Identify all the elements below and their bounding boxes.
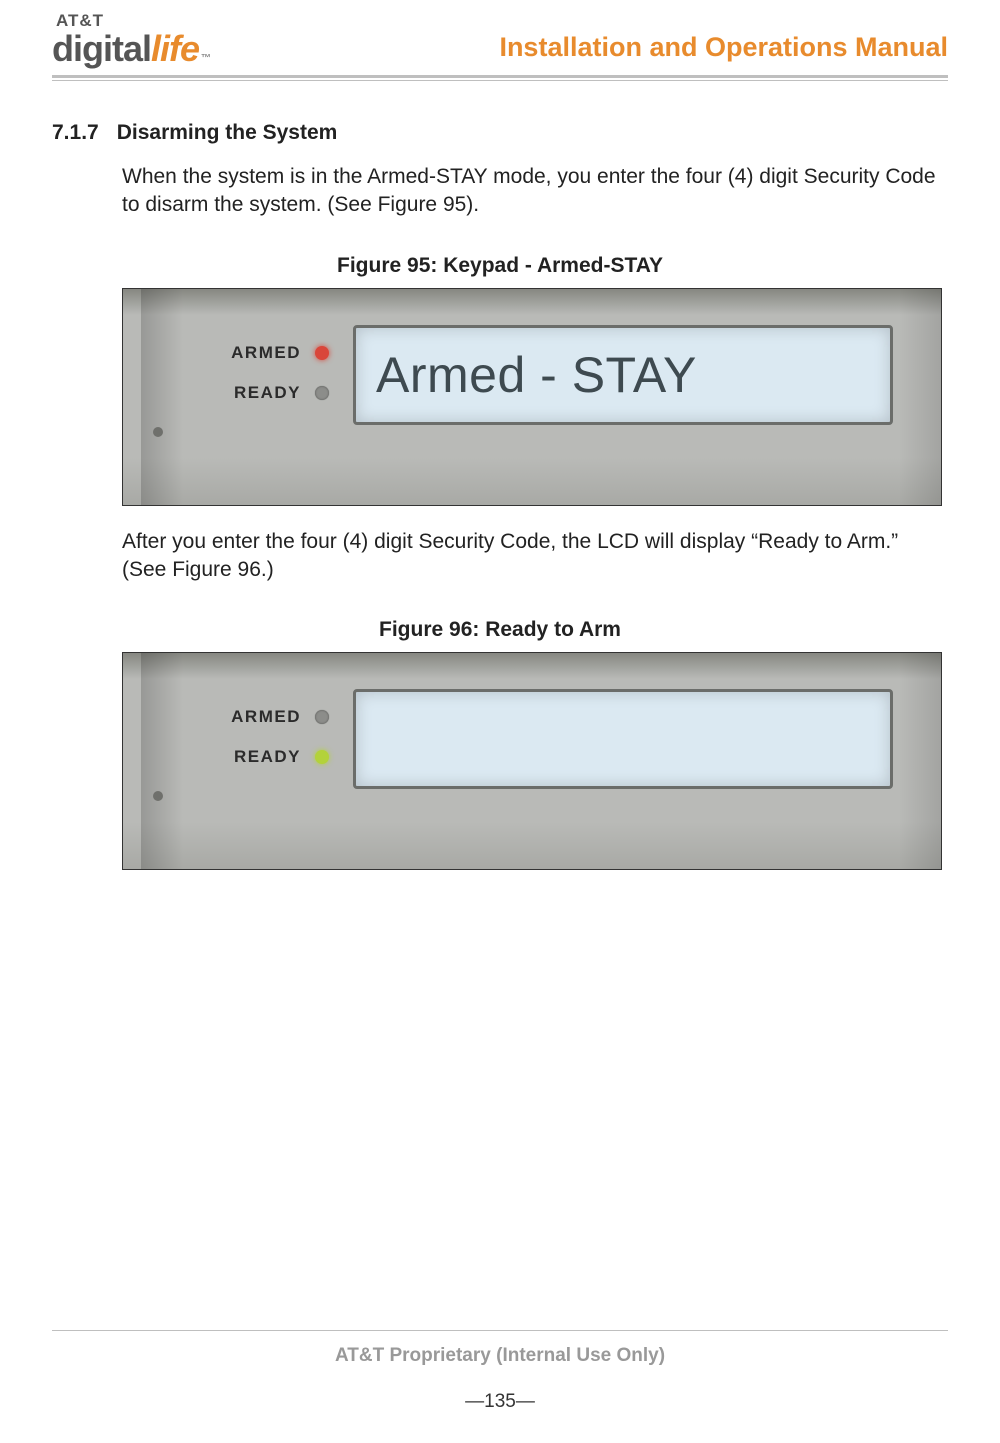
lcd-display [353, 689, 893, 789]
ready-indicator-row: READY [223, 747, 329, 767]
ready-led-icon [315, 750, 329, 764]
footer-divider [52, 1330, 948, 1331]
armed-indicator-row: ARMED [223, 343, 329, 363]
armed-indicator-row: ARMED [223, 707, 329, 727]
logo-bottom-line: digitallife™ [52, 31, 211, 67]
ready-indicator-row: READY [223, 383, 329, 403]
figure-96: ARMED READY [122, 652, 942, 870]
side-indicator-led [153, 427, 163, 437]
status-indicator-column: ARMED READY [223, 343, 329, 403]
section-title: Disarming the System [117, 121, 338, 145]
header-divider-thin [52, 80, 948, 81]
ready-label: READY [223, 383, 301, 403]
figure-95-title: Figure 95: Keypad - Armed-STAY [52, 254, 948, 278]
armed-label: ARMED [223, 343, 301, 363]
armed-label: ARMED [223, 707, 301, 727]
logo-word-life: life [151, 31, 199, 67]
proprietary-notice: AT&T Proprietary (Internal Use Only) [52, 1345, 948, 1367]
lcd-display: Armed - STAY [353, 325, 893, 425]
keypad-shading-left [141, 289, 201, 505]
section-heading: 7.1.7 Disarming the System [52, 121, 948, 145]
figure-96-title: Figure 96: Ready to Arm [52, 618, 948, 642]
page-header: AT&T digitallife™ Installation and Opera… [52, 12, 948, 73]
keypad-shading-left [141, 653, 201, 869]
paragraph-2: After you enter the four (4) digit Secur… [122, 528, 948, 585]
logo-word-digital: digital [52, 31, 151, 67]
status-indicator-column: ARMED READY [223, 707, 329, 767]
brand-logo: AT&T digitallife™ [52, 12, 211, 67]
section-7-1-7: 7.1.7 Disarming the System When the syst… [52, 121, 948, 870]
trademark-icon: ™ [201, 54, 211, 64]
page-number: —135— [52, 1391, 948, 1413]
document-title: Installation and Operations Manual [499, 32, 948, 67]
paragraph-1: When the system is in the Armed-STAY mod… [122, 163, 948, 220]
ready-led-icon [315, 386, 329, 400]
figure-95: ARMED READY Armed - STAY [122, 288, 942, 506]
ready-label: READY [223, 747, 301, 767]
section-number: 7.1.7 [52, 121, 99, 145]
page-footer: AT&T Proprietary (Internal Use Only) —13… [52, 1330, 948, 1413]
armed-led-icon [315, 346, 329, 360]
armed-led-icon [315, 710, 329, 724]
header-divider [52, 75, 948, 78]
